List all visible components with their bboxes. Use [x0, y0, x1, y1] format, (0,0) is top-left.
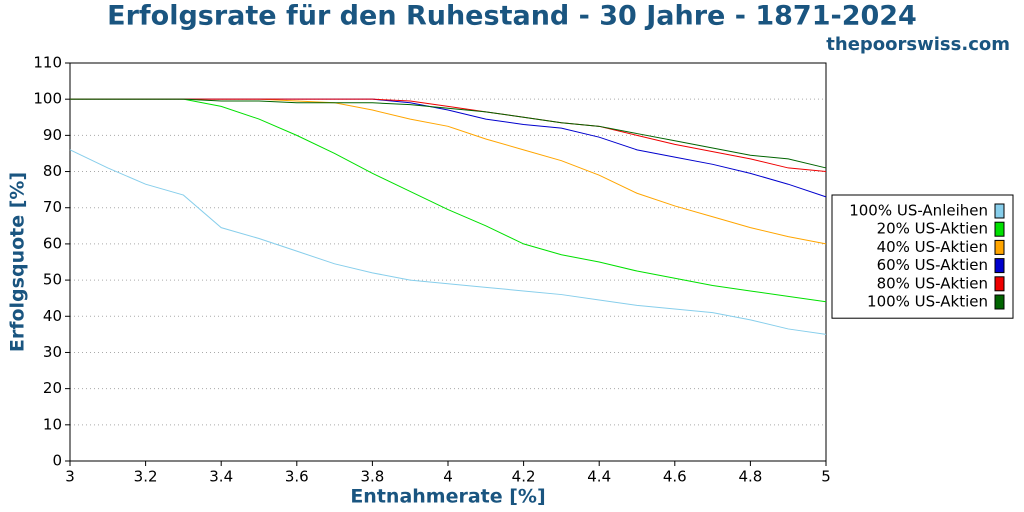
x-axis-label: Entnahmerate [%] — [350, 486, 545, 508]
y-tick-label: 100 — [33, 90, 62, 108]
legend-frame — [831, 194, 1014, 319]
y-tick-label: 50 — [43, 271, 62, 289]
x-tick-label: 3.6 — [285, 468, 309, 486]
y-tick-label: 70 — [43, 198, 62, 216]
source: thepoorswiss.com — [826, 34, 1010, 55]
x-tick-label: 4.8 — [738, 468, 762, 486]
legend-label: 80% US-Aktien — [877, 274, 988, 292]
y-axis-label: Erfolgsquote [%] — [7, 172, 29, 352]
legend-label: 60% US-Aktien — [877, 256, 988, 274]
series-line — [70, 98, 827, 173]
series-line — [70, 98, 827, 245]
x-tick-label: 4.2 — [512, 468, 536, 486]
legend-label: 40% US-Aktien — [877, 238, 988, 256]
x-tick-label: 3 — [65, 468, 75, 486]
y-tick-label: 110 — [33, 54, 62, 72]
legend-swatch — [994, 221, 1005, 237]
y-tick-label: 60 — [43, 234, 62, 252]
x-tick-label: 4.4 — [587, 468, 611, 486]
legend-swatch — [994, 276, 1005, 292]
chart-title: Erfolgsrate für den Ruhestand - 30 Jahre… — [107, 1, 917, 32]
y-tick-label: 40 — [43, 307, 62, 325]
y-tick-label: 90 — [43, 126, 62, 144]
legend-label: 100% US-Anleihen — [849, 202, 988, 220]
legend-swatch — [994, 203, 1005, 219]
x-tick-label: 5 — [821, 468, 831, 486]
y-tick-label: 20 — [43, 379, 62, 397]
x-tick-label: 3.2 — [134, 468, 158, 486]
y-tick-label: 10 — [43, 415, 62, 433]
legend-label: 20% US-Aktien — [877, 220, 988, 238]
series-line — [70, 98, 827, 169]
x-tick-label: 4 — [443, 468, 453, 486]
y-tick-label: 80 — [43, 162, 62, 180]
plot-frame — [69, 62, 827, 462]
y-tick-label: 30 — [43, 343, 62, 361]
legend-label: 100% US-Aktien — [867, 293, 988, 311]
series-line — [69, 149, 827, 335]
legend-swatch — [994, 294, 1005, 310]
series-line — [70, 98, 827, 303]
y-tick-label: 0 — [52, 452, 62, 470]
legend-swatch — [994, 239, 1005, 255]
x-tick-label: 3.8 — [360, 468, 384, 486]
x-tick-label: 4.6 — [663, 468, 687, 486]
legend-swatch — [994, 258, 1005, 274]
x-tick-label: 3.4 — [209, 468, 233, 486]
